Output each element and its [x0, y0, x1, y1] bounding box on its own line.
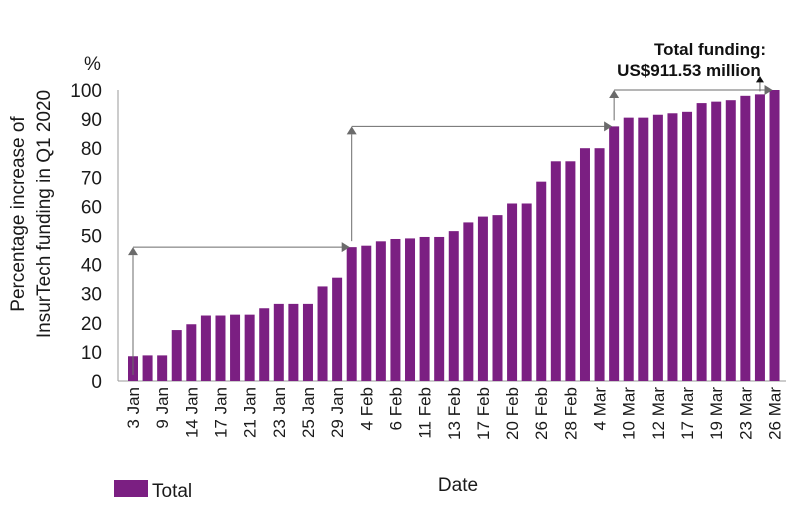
y-tick-label: 80	[81, 139, 102, 160]
x-tick-label: 11 Feb	[416, 387, 435, 439]
bar	[696, 103, 707, 381]
y-tick-label: 30	[81, 285, 102, 306]
bar	[288, 303, 299, 381]
bar	[346, 247, 357, 381]
final-arrow-head	[755, 76, 764, 83]
bar	[317, 286, 328, 381]
x-tick-label: 26 Mar	[766, 387, 785, 440]
x-tick-label: 29 Jan	[328, 387, 347, 438]
step-arrow-head-right	[341, 242, 350, 253]
bar	[419, 236, 430, 381]
bar	[332, 277, 343, 381]
bar	[652, 114, 663, 382]
bar	[390, 238, 401, 381]
x-tick-label: 17 Mar	[678, 387, 697, 440]
y-tick-label: 50	[81, 227, 102, 248]
x-tick-label: 10 Mar	[620, 387, 639, 440]
step-arrow-head-up	[346, 126, 357, 135]
x-tick-label: 13 Feb	[445, 387, 464, 440]
bar	[725, 100, 736, 381]
bar	[405, 238, 416, 381]
annotation-line-1: Total funding:	[654, 40, 766, 59]
bar	[463, 222, 474, 381]
x-tick-label: 4 Feb	[357, 387, 376, 430]
bar	[375, 241, 386, 381]
x-tick-label: 4 Mar	[591, 387, 610, 431]
bar	[565, 161, 576, 381]
bar	[594, 148, 605, 381]
bar	[200, 315, 211, 381]
bar	[244, 314, 255, 381]
x-tick-label: 28 Feb	[561, 387, 580, 440]
x-tick-label: 23 Mar	[736, 387, 755, 440]
bar	[740, 95, 751, 381]
legend-swatch	[114, 480, 148, 497]
y-axis-title-line-2: InsurTech funding in Q1 2020	[34, 90, 55, 338]
legend-label: Total	[152, 481, 192, 502]
bar	[302, 303, 313, 381]
bar	[448, 231, 459, 381]
bar	[550, 161, 561, 381]
y-axis-title-line-1: Percentage increase of	[8, 116, 29, 312]
step-arrow-head-up	[609, 90, 620, 98]
y-tick-label: 100	[70, 81, 102, 102]
x-tick-label: 12 Mar	[649, 387, 668, 440]
bar	[579, 148, 590, 381]
x-tick-label: 23 Jan	[270, 387, 289, 438]
bars	[128, 90, 780, 382]
x-tick-label: 26 Feb	[532, 387, 551, 440]
bar	[434, 236, 445, 381]
y-tick-label: 90	[81, 110, 102, 131]
bar	[769, 90, 780, 381]
x-tick-label: 20 Feb	[503, 387, 522, 440]
bar	[623, 117, 634, 381]
step-arrow-head-right	[604, 121, 613, 132]
step-arrow-head-up	[128, 247, 138, 256]
x-tick-label: 3 Jan	[124, 387, 143, 429]
x-tick-label: 9 Jan	[153, 387, 172, 429]
x-tick-label: 19 Mar	[707, 387, 726, 440]
bar	[186, 324, 197, 381]
annotation-line-2: US$911.53 million	[617, 61, 761, 80]
x-tick-label: 17 Jan	[211, 387, 230, 438]
bar	[638, 117, 649, 381]
bar	[536, 181, 547, 381]
x-tick-label: 17 Feb	[474, 387, 493, 440]
y-tick-label: 10	[81, 343, 102, 364]
y-tick-label: 20	[81, 314, 102, 335]
y-tick-label: 60	[81, 197, 102, 218]
y-tick-label: 40	[81, 256, 102, 277]
bar	[507, 203, 518, 381]
x-tick-label: 25 Jan	[299, 387, 318, 438]
x-tick-labels: 3 Jan 9 Jan 14 Jan 17 Jan 21 Jan 23 Jan 25 Jan…	[124, 387, 785, 440]
x-tick-label: 21 Jan	[241, 387, 260, 438]
bar	[711, 101, 722, 381]
y-unit-label: %	[84, 54, 101, 75]
bar	[682, 111, 693, 381]
legend: Total	[114, 480, 192, 502]
bar	[492, 215, 503, 381]
step-arrow-head-right	[764, 85, 773, 95]
bar	[215, 315, 226, 381]
bar	[609, 126, 620, 382]
bar	[521, 203, 532, 381]
x-tick-label: 6 Feb	[386, 387, 405, 430]
bar	[273, 303, 284, 381]
bar	[259, 308, 270, 381]
y-tick-label: 0	[91, 372, 102, 393]
y-tick-labels: 0 10 20 30 40 50 60 70 80 90 100	[70, 81, 102, 393]
bar	[754, 94, 765, 382]
y-tick-label: 70	[81, 168, 102, 189]
growth-arrows	[128, 76, 773, 375]
bar	[171, 330, 182, 381]
bar	[477, 216, 488, 381]
x-axis-title: Date	[438, 475, 478, 496]
bar	[142, 355, 153, 381]
bar	[230, 314, 241, 381]
x-tick-label: 14 Jan	[182, 387, 201, 438]
bar	[361, 245, 372, 381]
bar	[157, 355, 168, 381]
bar	[667, 113, 678, 381]
